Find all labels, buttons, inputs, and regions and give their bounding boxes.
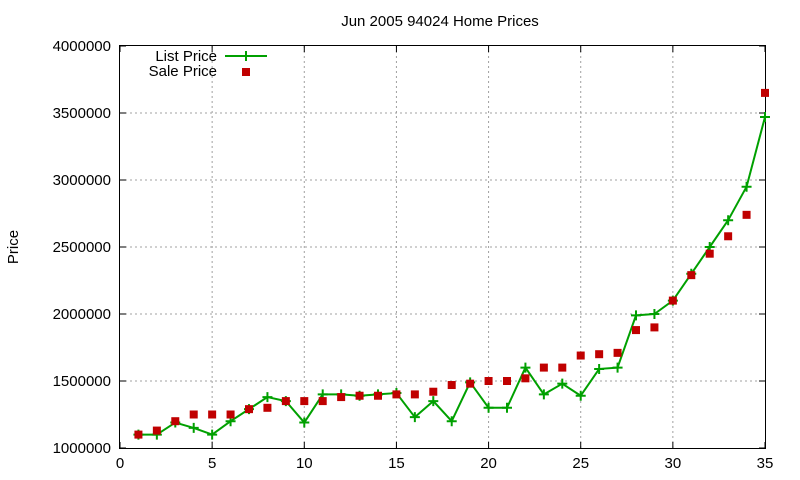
data-point-sale-price (392, 390, 401, 399)
data-point-sale-price (410, 390, 419, 399)
y-tick-label: 3500000 (53, 105, 111, 122)
data-point-sale-price (447, 381, 456, 390)
y-axis-label: Price (5, 230, 22, 264)
data-point-sale-price (521, 374, 530, 383)
legend: List Price Sale Price (149, 48, 267, 80)
grid (120, 46, 765, 448)
data-point-sale-price (484, 377, 493, 385)
data-point-sale-price (724, 232, 733, 241)
data-point-sale-price (613, 348, 622, 357)
axis-ticks (119, 45, 766, 449)
series-list-price (133, 112, 770, 440)
data-point-sale-price (466, 379, 475, 388)
data-point-sale-price (300, 397, 309, 406)
data-point-sale-price (263, 403, 272, 412)
data-point-sale-price (429, 387, 438, 396)
data-point-sale-price (650, 323, 659, 332)
x-tick-label: 25 (572, 455, 589, 472)
y-tick-label: 2000000 (53, 306, 111, 323)
data-point-list-price (631, 310, 641, 321)
data-point-sale-price (134, 430, 143, 439)
data-point-list-price (760, 112, 770, 123)
data-point-list-price (409, 412, 420, 423)
x-tick-label: 30 (665, 455, 682, 472)
data-point-list-price (207, 429, 218, 440)
data-point-sale-price (705, 249, 714, 258)
data-point-sale-price (576, 351, 585, 360)
legend-label-sale-price: Sale Price (149, 63, 217, 80)
data-point-sale-price (374, 391, 382, 400)
data-point-list-price (262, 392, 273, 403)
data-point-list-price (649, 309, 660, 319)
data-point-list-price (723, 215, 734, 226)
data-point-sale-price (171, 417, 180, 426)
data-point-sale-price (189, 410, 198, 419)
x-tick-label: 10 (296, 455, 313, 472)
legend-swatch-list-price-marker (241, 51, 251, 61)
data-point-list-price (188, 422, 199, 433)
data-point-sale-price (687, 271, 696, 280)
x-tick-label: 5 (208, 455, 216, 472)
series-sale-price (134, 88, 769, 439)
data-point-list-price (612, 362, 623, 373)
data-point-sale-price (595, 350, 604, 359)
y-tick-label: 3000000 (53, 172, 111, 189)
y-tick-label: 4000000 (53, 38, 111, 55)
data-point-sale-price (318, 397, 327, 406)
legend-swatches (225, 51, 267, 76)
data-point-list-price (557, 378, 568, 389)
data-point-sale-price (226, 410, 235, 419)
y-tick-labels: 1000000 1500000 2000000 2500000 3000000 35000… (53, 38, 111, 457)
x-tick-label: 0 (116, 455, 124, 472)
data-point-sale-price (742, 210, 751, 219)
series-layer (133, 88, 770, 440)
data-point-list-price (520, 362, 531, 373)
data-point-sale-price (761, 88, 769, 97)
data-point-sale-price (337, 393, 346, 402)
data-point-list-price (446, 416, 457, 427)
legend-label-list-price: List Price (155, 48, 217, 65)
chart-title: Jun 2005 94024 Home Prices (341, 13, 539, 30)
y-tick-label: 2500000 (53, 239, 111, 256)
data-point-sale-price (152, 426, 161, 435)
data-point-list-price (428, 396, 439, 407)
data-point-list-price (575, 390, 586, 401)
data-point-list-price (502, 402, 512, 413)
data-point-sale-price (355, 391, 364, 400)
x-tick-label: 20 (480, 455, 497, 472)
plot-frame (119, 45, 766, 449)
data-point-sale-price (245, 405, 253, 414)
y-tick-label: 1500000 (53, 373, 111, 390)
legend-swatch-sale-price-marker (242, 68, 250, 76)
data-point-list-price (594, 363, 605, 374)
x-tick-label: 15 (388, 455, 405, 472)
x-tick-label: 35 (757, 455, 774, 472)
data-point-sale-price (632, 326, 640, 335)
y-tick-label: 1000000 (53, 440, 111, 457)
x-tick-labels: 0 5 10 15 20 25 30 35 (116, 455, 774, 472)
data-point-sale-price (503, 377, 511, 385)
data-point-list-price (483, 402, 494, 413)
data-point-sale-price (558, 363, 567, 372)
data-point-sale-price (668, 296, 677, 305)
data-point-list-price (299, 417, 310, 428)
data-point-list-price (741, 181, 752, 192)
data-point-sale-price (208, 410, 217, 419)
data-point-sale-price (539, 363, 548, 372)
data-point-list-price (538, 389, 549, 400)
data-point-sale-price (281, 397, 290, 406)
